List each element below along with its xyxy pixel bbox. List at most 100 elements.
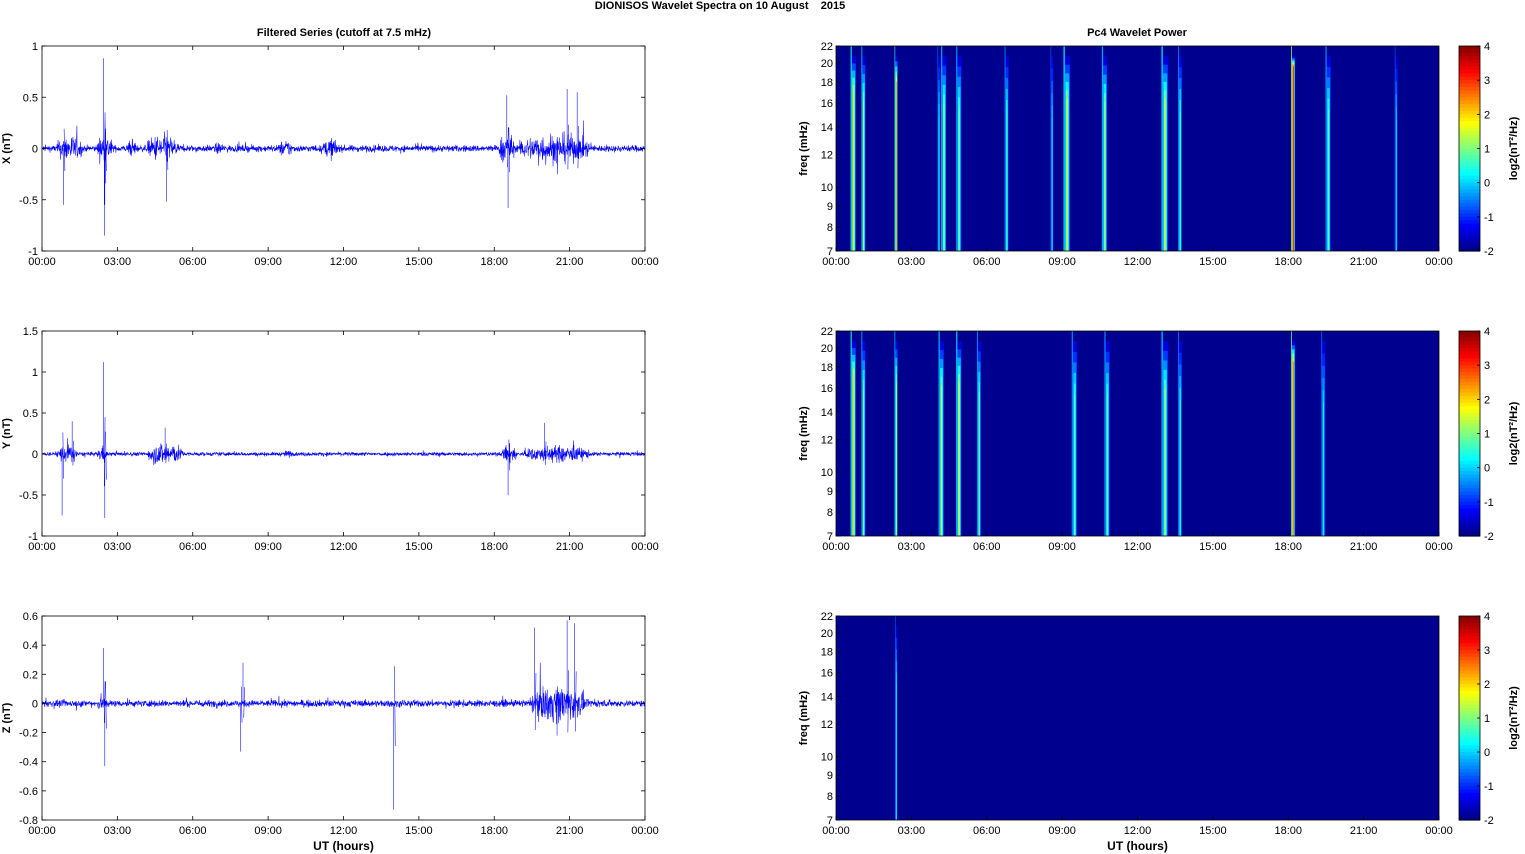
colorbar-segment xyxy=(1459,155,1480,160)
colorbar-segment xyxy=(1459,518,1480,523)
colorbar-segment xyxy=(1459,104,1480,109)
colorbar-segment xyxy=(1459,175,1480,180)
colorbar-segment xyxy=(1459,210,1480,215)
y-axis-label: freq (mHz) xyxy=(798,690,810,745)
colorbar-segment xyxy=(1459,515,1480,520)
y-tick-label: 20 xyxy=(821,628,833,640)
x-tick-label: 21:00 xyxy=(1350,825,1378,837)
power-streak xyxy=(895,382,897,536)
power-streak xyxy=(1292,66,1294,251)
x-tick-label: 18:00 xyxy=(1274,256,1302,268)
colorbar-segment xyxy=(1459,505,1480,510)
spectrogram-image xyxy=(895,616,898,820)
colorbar-segment xyxy=(1459,758,1480,763)
colorbar-segment xyxy=(1459,237,1480,242)
spectrogram-image xyxy=(850,46,1398,251)
x-tick-label: 00:00 xyxy=(1425,541,1453,553)
x-tick-label: 03:00 xyxy=(104,825,132,837)
power-streak xyxy=(1164,98,1166,251)
x-tick-label: 09:00 xyxy=(1048,256,1076,268)
colorbar-tick-label: 3 xyxy=(1484,360,1490,372)
power-streak xyxy=(853,92,855,251)
spectrogram-image xyxy=(850,331,1326,536)
colorbar-segment xyxy=(1459,735,1480,739)
y-tick-label: 22 xyxy=(821,41,833,53)
colorbar-segment xyxy=(1459,436,1480,441)
colorbar-tick-label: 1 xyxy=(1484,713,1490,725)
colorbar-segment xyxy=(1459,522,1480,527)
colorbar-segment xyxy=(1459,626,1480,631)
colorbar-segment xyxy=(1459,731,1480,736)
colorbar-segment xyxy=(1459,244,1480,249)
colorbar-segment xyxy=(1459,148,1480,153)
colorbar-segment xyxy=(1459,728,1480,733)
colorbar-segment xyxy=(1459,334,1480,339)
power-streak xyxy=(1177,331,1179,536)
y-tick-label: 7 xyxy=(827,531,833,543)
colorbar-segment xyxy=(1459,134,1480,139)
y-tick-label: 20 xyxy=(821,343,833,355)
colorbar-segment xyxy=(1459,372,1480,377)
y-tick-label: 10 xyxy=(821,182,833,194)
colorbar-segment xyxy=(1459,80,1480,85)
colorbar-segment xyxy=(1459,76,1480,81)
colorbar-segment xyxy=(1459,189,1480,194)
colorbar-segment xyxy=(1459,707,1480,712)
y-tick-label: 16 xyxy=(821,383,833,395)
y-tick-label: 12 xyxy=(821,150,833,162)
colorbar-segment xyxy=(1459,670,1480,675)
y-tick-label: 7 xyxy=(827,246,833,258)
colorbar-tick-label: 1 xyxy=(1484,144,1490,156)
colorbar-segment xyxy=(1459,341,1480,346)
right-column-title: Pc4 Wavelet Power xyxy=(1087,27,1188,39)
x-tick-label: 12:00 xyxy=(330,256,358,268)
y-tick-label: 14 xyxy=(821,407,833,419)
power-streak xyxy=(1291,331,1292,536)
y-tick-label: 18 xyxy=(821,362,833,374)
colorbar-segment xyxy=(1459,179,1480,184)
y-tick-label: 12 xyxy=(821,435,833,447)
y-tick-label: -1 xyxy=(28,246,38,258)
colorbar-segment xyxy=(1459,90,1480,95)
colorbar-segment xyxy=(1459,799,1480,804)
x-tick-label: 21:00 xyxy=(1350,256,1378,268)
colorbar-segment xyxy=(1459,616,1480,620)
power-streak xyxy=(850,46,852,251)
colorbar-segment xyxy=(1459,56,1480,61)
colorbar-segment xyxy=(1459,474,1480,479)
colorbar-segment xyxy=(1459,724,1480,729)
power-streak xyxy=(1063,46,1065,251)
power-streak xyxy=(895,81,897,251)
y-tick-label: 0.2 xyxy=(23,669,38,681)
colorbar-segment xyxy=(1459,344,1480,349)
power-streak xyxy=(1327,109,1329,251)
colorbar-segment xyxy=(1459,680,1480,685)
y-tick-label: 22 xyxy=(821,326,833,338)
colorbar-segment xyxy=(1459,656,1480,661)
y-axis-label: freq (mHz) xyxy=(798,406,810,461)
colorbar-segment xyxy=(1459,419,1480,424)
power-streak xyxy=(1321,331,1323,536)
x-tick-label: 15:00 xyxy=(1199,256,1227,268)
power-streak xyxy=(1291,46,1292,251)
x-axis-label: UT (hours) xyxy=(313,839,374,853)
colorbar-segment xyxy=(1459,508,1480,513)
power-streak xyxy=(895,616,896,820)
colorbar-segment xyxy=(1459,792,1480,797)
colorbar-tick-label: -1 xyxy=(1484,781,1494,793)
x-tick-label: 00:00 xyxy=(822,825,850,837)
colorbar-tick-label: -2 xyxy=(1484,815,1494,827)
x-tick-label: 18:00 xyxy=(480,256,508,268)
colorbar-segment xyxy=(1459,796,1480,801)
colorbar-segment xyxy=(1459,331,1480,336)
colorbar-segment xyxy=(1459,701,1480,705)
x-tick-label: 00:00 xyxy=(631,256,659,268)
y-tick-label: -0.8 xyxy=(19,815,38,827)
power-streak xyxy=(1164,389,1166,536)
colorbar-segment xyxy=(1459,440,1480,445)
y-tick-label: 10 xyxy=(821,751,833,763)
x-tick-label: 03:00 xyxy=(104,541,132,553)
colorbar-segment xyxy=(1459,430,1480,435)
colorbar-tick-label: 0 xyxy=(1484,178,1490,190)
